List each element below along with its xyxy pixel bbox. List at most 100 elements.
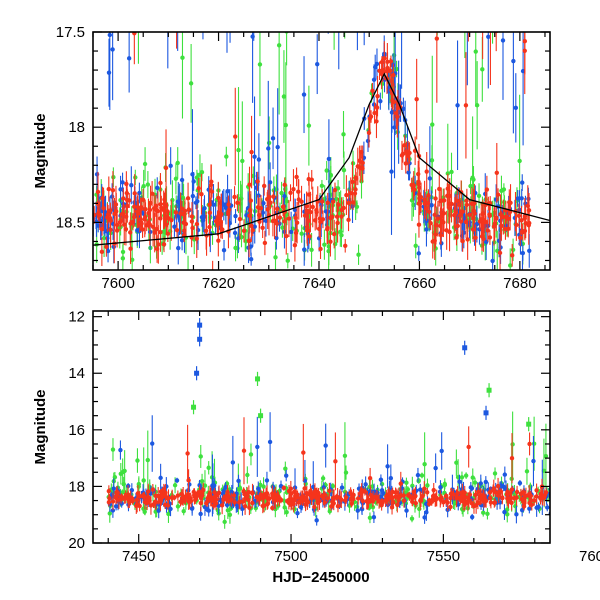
data-point	[142, 214, 148, 220]
data-point	[257, 62, 263, 67]
data-point	[527, 441, 532, 447]
data-point	[366, 130, 372, 136]
data-point	[250, 228, 255, 233]
data-point	[583, 492, 587, 496]
data-point	[522, 48, 527, 53]
x-tick-label: 7680	[503, 275, 536, 292]
data-point	[179, 499, 185, 505]
data-point	[144, 223, 149, 228]
x-tick-label: 7600	[101, 275, 134, 292]
data-point	[106, 186, 112, 192]
data-point	[501, 187, 507, 192]
data-point	[110, 499, 116, 504]
data-point	[457, 479, 462, 484]
data-point	[275, 144, 280, 150]
data-point	[105, 212, 111, 217]
data-point	[323, 443, 328, 448]
data-point	[94, 172, 100, 177]
data-point	[248, 256, 254, 262]
data-point	[534, 494, 539, 499]
data-point	[127, 499, 132, 505]
data-point	[404, 149, 409, 154]
data-point	[424, 510, 429, 515]
data-point	[284, 473, 289, 478]
data-point	[424, 169, 429, 174]
data-point	[445, 171, 450, 176]
data-point	[587, 471, 591, 475]
data-point	[314, 518, 319, 523]
data-point	[572, 503, 576, 507]
data-point	[478, 481, 483, 486]
top-panel-ticks: 7600 7620 7640 7660 7680 17.5 18 18.5	[56, 24, 550, 292]
y-tick-label: 18.5	[56, 214, 85, 231]
data-point	[432, 212, 437, 218]
data-point	[480, 20, 484, 24]
data-point	[273, 255, 278, 260]
top-panel-frame	[92, 31, 551, 271]
data-point	[284, 233, 289, 239]
data-point	[352, 191, 358, 196]
data-point	[348, 191, 353, 196]
data-point	[411, 202, 416, 208]
data-point	[443, 498, 449, 504]
data-point	[351, 492, 356, 498]
data-point	[221, 488, 226, 494]
data-point	[481, 236, 486, 242]
data-point	[388, 476, 394, 481]
data-point	[350, 179, 355, 185]
data-point	[341, 167, 347, 173]
data-point	[248, 198, 254, 203]
data-point	[374, 105, 380, 110]
data-point	[375, 93, 380, 99]
data-point	[185, 451, 190, 456]
data-point	[218, 213, 223, 219]
data-point	[302, 497, 308, 502]
data-point	[460, 209, 465, 214]
data-point	[308, 209, 313, 215]
data-point	[566, 504, 570, 508]
data-point	[494, 170, 500, 175]
data-point	[555, 500, 559, 504]
data-point	[209, 179, 214, 184]
data-point	[236, 486, 241, 492]
data-point	[481, 510, 486, 515]
data-point	[179, 238, 185, 243]
data-point	[477, 219, 483, 224]
data-point	[293, 215, 298, 221]
data-point	[324, 227, 330, 232]
data-point	[237, 500, 242, 505]
data-point	[417, 201, 423, 206]
data-point	[119, 501, 124, 506]
data-point	[561, 481, 565, 485]
data-point	[131, 214, 137, 220]
data-point	[306, 218, 311, 224]
data-point	[304, 490, 310, 496]
data-point	[425, 490, 430, 495]
data-point	[193, 496, 199, 502]
data-point	[150, 487, 156, 492]
data-point	[470, 175, 475, 180]
data-point	[476, 193, 482, 198]
data-point	[163, 502, 168, 508]
data-point	[569, 505, 573, 509]
data-point	[294, 174, 299, 180]
data-point	[115, 490, 120, 496]
data-point	[433, 196, 438, 201]
data-point	[113, 202, 119, 207]
data-point	[367, 475, 373, 481]
data-point	[501, 214, 506, 220]
data-point	[267, 180, 273, 185]
data-point	[207, 202, 212, 208]
data-point	[264, 491, 270, 496]
data-point	[355, 164, 360, 169]
data-point	[584, 479, 588, 483]
data-point	[97, 212, 103, 218]
data-point	[581, 490, 585, 494]
data-point	[502, 509, 507, 515]
data-point	[126, 56, 132, 61]
data-point	[339, 485, 345, 490]
data-point	[511, 496, 517, 501]
data-point	[107, 215, 113, 221]
data-point	[415, 472, 421, 478]
data-point	[454, 460, 459, 465]
